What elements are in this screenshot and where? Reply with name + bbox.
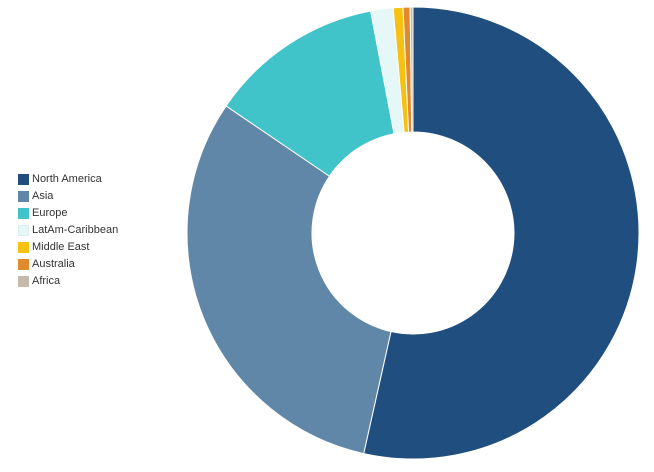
legend-item-asia[interactable]: Asia — [18, 188, 118, 205]
legend-swatch — [18, 225, 29, 236]
legend-item-australia[interactable]: Australia — [18, 256, 118, 273]
slice-europe[interactable] — [225, 10, 395, 177]
legend-swatch — [18, 191, 29, 202]
legend-label: Australia — [32, 258, 75, 270]
slice-africa[interactable] — [409, 6, 414, 133]
legend-item-latam-caribbean[interactable]: LatAm-Caribbean — [18, 222, 118, 239]
legend-item-middle-east[interactable]: Middle East — [18, 239, 118, 256]
legend-label: LatAm-Caribbean — [32, 224, 119, 236]
donut-slices — [186, 6, 640, 460]
legend-swatch — [18, 242, 29, 253]
legend-swatch — [18, 208, 29, 219]
legend-item-africa[interactable]: Africa — [18, 273, 118, 290]
legend-label: North America — [32, 173, 102, 185]
legend-label: Asia — [32, 190, 54, 202]
legend-label: Europe — [32, 207, 68, 219]
legend-item-north-america[interactable]: North America — [18, 171, 118, 188]
legend-swatch — [18, 174, 29, 185]
slice-north-america[interactable] — [363, 6, 640, 460]
legend-swatch — [18, 259, 29, 270]
legend-label: Middle East — [32, 241, 90, 253]
legend-item-europe[interactable]: Europe — [18, 205, 118, 222]
legend: North America Asia Europe LatAm-Caribbean Mi… — [18, 171, 118, 290]
legend-swatch — [18, 276, 29, 287]
legend-label: Africa — [32, 275, 61, 287]
slice-asia[interactable] — [186, 105, 392, 455]
